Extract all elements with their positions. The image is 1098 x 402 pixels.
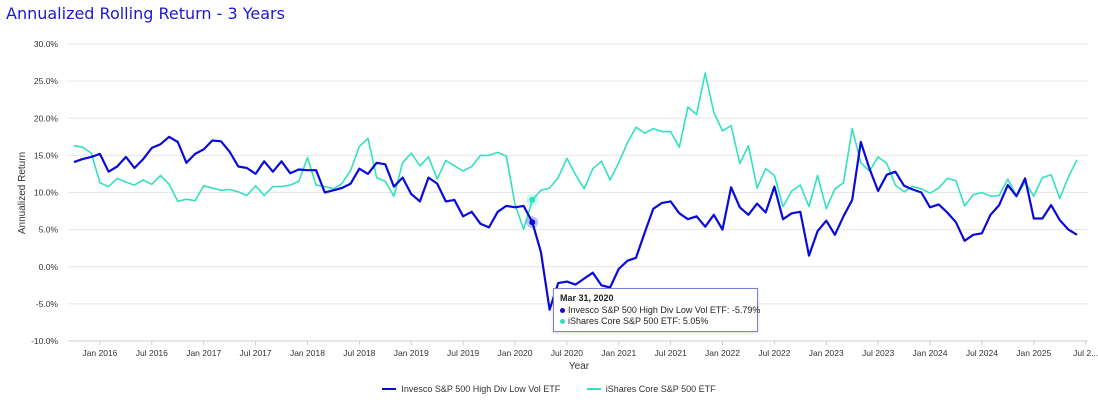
x-tick-label: Jan 2017 bbox=[186, 348, 221, 358]
x-tick-label: Jul 2020 bbox=[551, 348, 583, 358]
hover-markers bbox=[526, 193, 539, 229]
y-tick-label: 15.0% bbox=[34, 150, 59, 160]
tooltip-row-ishares: iShares Core S&P 500 ETF: 5.05% bbox=[560, 316, 751, 327]
y-tick-label: 25.0% bbox=[34, 76, 59, 86]
x-tick-label: Jul 2018 bbox=[343, 348, 375, 358]
y-axis-ticks: 30.0% 25.0% 20.0% 15.0% 10.0% 5.0% 0.0% -5.0% -1… bbox=[31, 39, 58, 346]
grid-lines bbox=[68, 43, 1088, 342]
x-tick-label: Jul 2022 bbox=[758, 348, 790, 358]
hover-marker-invesco[interactable] bbox=[529, 219, 536, 226]
x-axis-ticks: Jan 2016 Jul 2016 Jan 2017 Jul 2017 Jan 2018… bbox=[82, 341, 1098, 358]
line-chart: 30.0% 25.0% 20.0% 15.0% 10.0% 5.0% 0.0% -5.0% -1… bbox=[17, 39, 1098, 372]
tooltip-invesco-text: Invesco S&P 500 High Div Low Vol ETF: -5… bbox=[568, 305, 761, 315]
x-tick-label: Jul 2... bbox=[1073, 348, 1098, 358]
tooltip-row-invesco: Invesco S&P 500 High Div Low Vol ETF: -5… bbox=[560, 305, 760, 316]
x-tick-label: Jan 2016 bbox=[82, 348, 117, 358]
tooltip-ishares-dot bbox=[560, 319, 565, 325]
x-tick-label: Jul 2017 bbox=[240, 348, 272, 358]
x-tick-label: Jul 2024 bbox=[966, 348, 998, 358]
x-tick-label: Jan 2018 bbox=[290, 348, 325, 358]
x-tick-label: Jul 2021 bbox=[655, 348, 687, 358]
y-tick-label: 30.0% bbox=[34, 39, 59, 49]
y-axis-label: Annualized Return bbox=[17, 152, 28, 234]
legend-item-invesco[interactable]: Invesco S&P 500 High Div Low Vol ETF bbox=[382, 384, 560, 394]
y-tick-label: 10.0% bbox=[34, 188, 59, 198]
x-tick-label: Jul 2023 bbox=[862, 348, 894, 358]
x-tick-label: Jan 2023 bbox=[809, 348, 844, 358]
y-tick-label: -10.0% bbox=[31, 336, 58, 346]
hover-marker-ishares[interactable] bbox=[529, 196, 536, 203]
x-tick-label: Jan 2019 bbox=[394, 348, 429, 358]
series-group bbox=[73, 72, 1078, 311]
x-tick-label: Jan 2024 bbox=[913, 348, 948, 358]
y-tick-label: 5.0% bbox=[39, 225, 59, 235]
y-tick-label: 0.0% bbox=[39, 262, 59, 272]
y-tick-label: -5.0% bbox=[36, 299, 59, 309]
tooltip-date: Mar 31, 2020 bbox=[560, 293, 614, 303]
legend-swatch-invesco bbox=[382, 388, 397, 390]
legend-item-ishares[interactable]: iShares Core S&P 500 ETF bbox=[586, 384, 716, 394]
x-tick-label: Jan 2021 bbox=[601, 348, 636, 358]
x-tick-label: Jul 2016 bbox=[136, 348, 168, 358]
tooltip-ishares-text: iShares Core S&P 500 ETF: 5.05% bbox=[568, 316, 709, 326]
series-line-invesco[interactable] bbox=[73, 135, 1078, 311]
x-tick-label: Jan 2022 bbox=[705, 348, 740, 358]
legend-label-ishares: iShares Core S&P 500 ETF bbox=[605, 384, 716, 394]
chart-legend: Invesco S&P 500 High Div Low Vol ETF iSh… bbox=[0, 382, 1098, 394]
tooltip-invesco-dot bbox=[560, 308, 565, 314]
y-tick-label: 20.0% bbox=[34, 113, 59, 123]
series-line-ishares[interactable] bbox=[73, 72, 1078, 231]
x-axis-label: Year bbox=[569, 361, 590, 372]
legend-swatch-ishares bbox=[586, 388, 601, 390]
chart-tooltip: Mar 31, 2020 Invesco S&P 500 High Div Lo… bbox=[553, 288, 760, 332]
x-tick-label: Jan 2020 bbox=[497, 348, 532, 358]
x-tick-label: Jul 2019 bbox=[447, 348, 479, 358]
legend-label-invesco: Invesco S&P 500 High Div Low Vol ETF bbox=[401, 384, 561, 394]
x-tick-label: Jan 2025 bbox=[1016, 348, 1051, 358]
chart-title: Annualized Rolling Return - 3 Years bbox=[6, 4, 285, 23]
